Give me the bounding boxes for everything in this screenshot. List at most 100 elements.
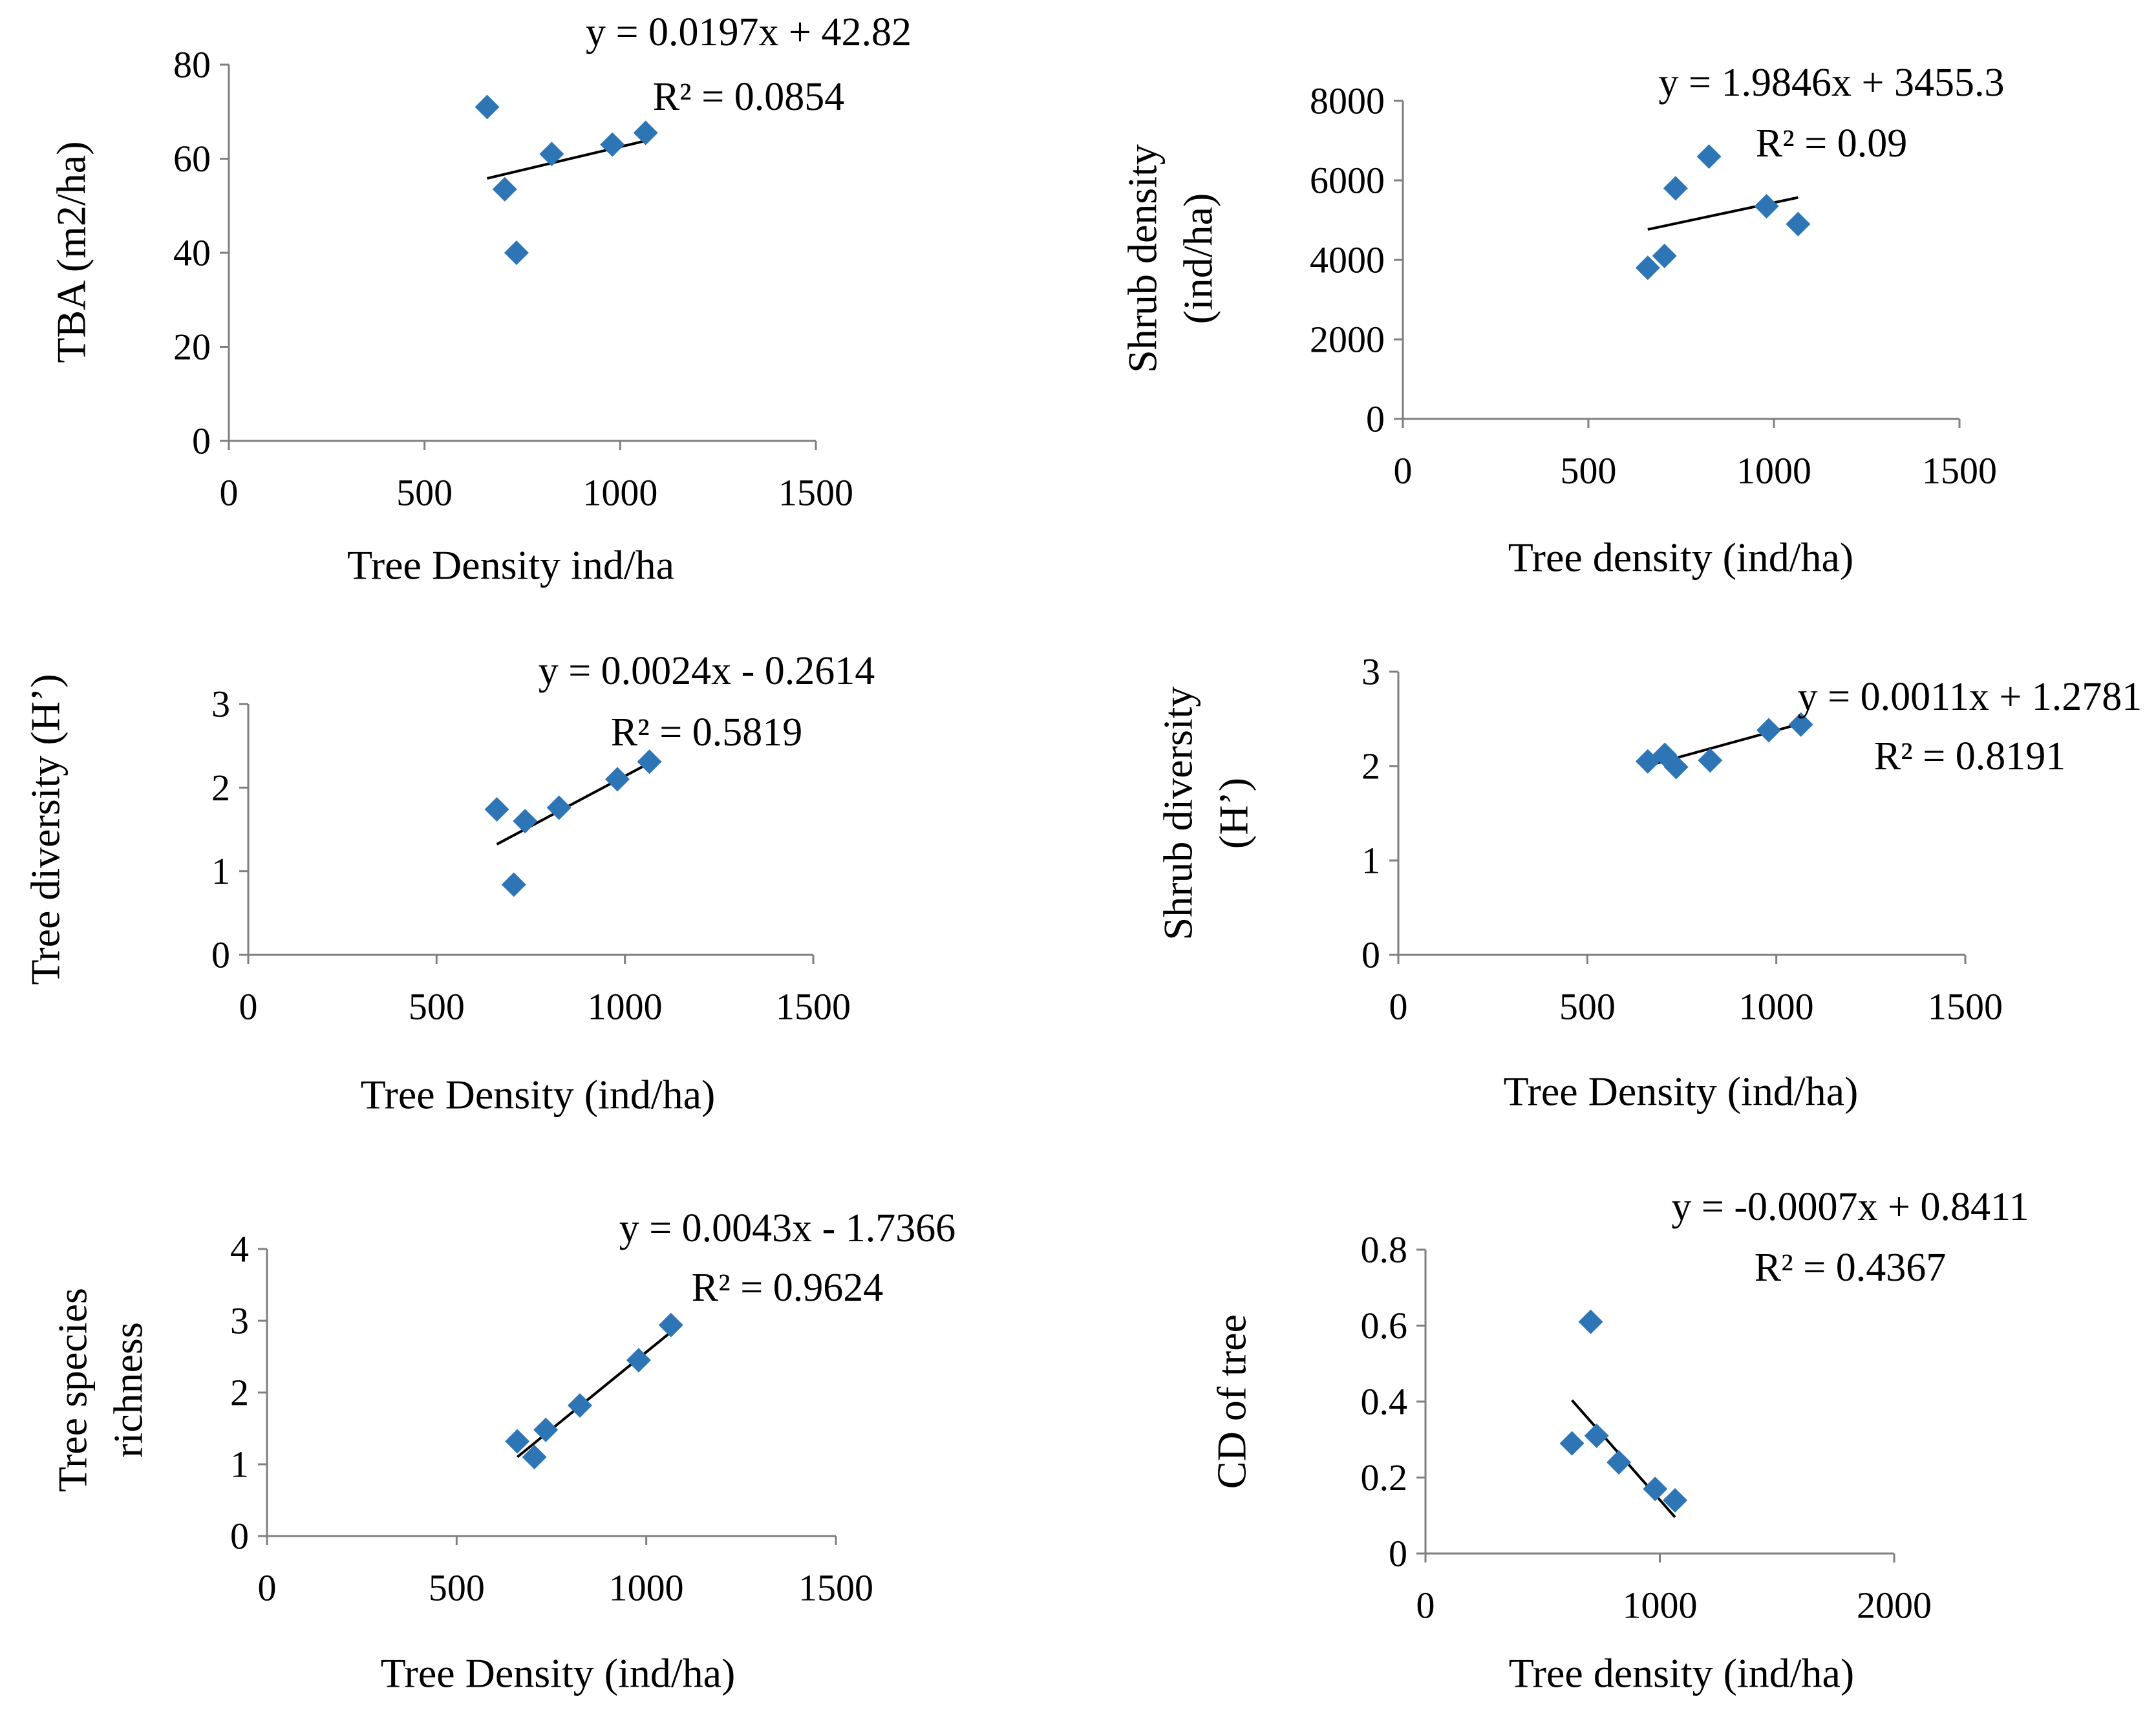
x-tick-label: 1000 (1736, 450, 1811, 492)
data-point (605, 767, 630, 792)
y-tick-label: 1 (230, 1444, 249, 1486)
y-tick-label: 0 (230, 1515, 249, 1557)
y-axis-title: CD of tree (1209, 1314, 1255, 1489)
y-tick-label: 2 (230, 1372, 249, 1414)
data-point (633, 120, 658, 145)
x-axis-title: Tree density (ind/ha) (1509, 1650, 1854, 1696)
y-axis-title: (H’) (1211, 778, 1257, 849)
x-axis-title: Tree Density (ind/ha) (1504, 1069, 1859, 1115)
y-axis-title: richness (105, 1322, 151, 1458)
r-squared-label: R² = 0.8191 (1874, 734, 2065, 778)
x-tick-label: 1000 (609, 1567, 684, 1609)
trendline-equation: y = 0.0043x ‐ 1.7366 (619, 1206, 956, 1250)
y-tick-label: 4000 (1310, 239, 1385, 281)
scatter-panel-5: 0 1 2 3 4 0 500 1000 1500 Tree Density (ind/ha) Tr… (50, 1206, 956, 1696)
y-tick-label: 3 (1361, 651, 1380, 693)
data-point (1643, 1477, 1668, 1502)
data-point (522, 1444, 547, 1469)
y-tick-label: 4 (230, 1228, 249, 1270)
x-tick-label: 1500 (1928, 986, 2003, 1028)
x-axis-title: Tree density (ind/ha) (1508, 535, 1853, 581)
x-tick-label: 1500 (776, 986, 851, 1028)
data-point (1559, 1431, 1585, 1456)
scatter-panel-4: 0 1 2 3 0 500 1000 1500 Tree Density (ind/ha) Shr… (1155, 651, 2142, 1115)
scatter-panel-1: 0 20 40 60 80 0 500 1000 1500 Tree Density ind/ha… (48, 10, 912, 588)
y-tick-label: 2 (211, 767, 230, 809)
y-tick-label: 0.6 (1361, 1305, 1408, 1347)
y-tick-label: 2000 (1310, 319, 1385, 361)
trendline-equation: y = 0.0197x + 42.82 (586, 10, 912, 54)
r-squared-label: R² = 0.09 (1756, 122, 1907, 165)
trendline-equation: y = -0.0007x + 0.8411 (1671, 1185, 2029, 1229)
data-point (546, 795, 571, 820)
x-tick-label: 500 (396, 472, 453, 514)
trendline (496, 762, 650, 846)
y-axis-title: Shrub density (1120, 144, 1166, 373)
y-axis-title: Tree species (50, 1288, 96, 1492)
data-point (1786, 211, 1811, 237)
data-point (539, 142, 564, 167)
x-tick-label: 500 (1561, 450, 1617, 492)
data-point (513, 809, 538, 834)
data-point (1754, 193, 1779, 219)
scatter-panel-2: 0 2000 4000 6000 8000 0 500 1000 1500 Tree densit… (1120, 61, 2005, 581)
r-squared-label: R² = 0.4367 (1755, 1246, 1946, 1290)
trendline-equation: y = 1.9846x + 3455.3 (1659, 61, 2005, 105)
y-tick-label: 0.8 (1361, 1229, 1408, 1271)
y-tick-label: 3 (211, 683, 230, 725)
x-tick-label: 1000 (588, 986, 663, 1028)
y-axis-title: (ind/ha) (1175, 193, 1221, 325)
data-point (1584, 1423, 1609, 1448)
y-tick-label: 0 (1366, 398, 1385, 440)
y-tick-label: 0 (1389, 1533, 1407, 1575)
data-point (568, 1393, 592, 1418)
y-axis-title: Shrub diversity (1155, 687, 1201, 941)
data-point (626, 1348, 651, 1373)
y-tick-label: 6000 (1310, 160, 1385, 202)
data-point (658, 1312, 683, 1338)
y-tick-label: 0.4 (1361, 1381, 1408, 1423)
x-tick-label: 1500 (778, 472, 853, 514)
data-point (475, 94, 500, 120)
y-tick-label: 1 (211, 850, 230, 892)
r-squared-label: R² = 0.9624 (692, 1266, 883, 1310)
data-point (637, 749, 662, 774)
x-tick-label: 500 (1559, 986, 1616, 1028)
y-tick-label: 0 (192, 420, 211, 462)
y-axis-title: TBA (m2/ha) (48, 141, 94, 363)
data-point (1606, 1450, 1632, 1475)
x-tick-label: 0 (1389, 986, 1408, 1028)
data-point (600, 132, 625, 157)
data-point (504, 240, 529, 265)
y-tick-label: 0 (1361, 934, 1380, 976)
x-axis-title: Tree Density ind/ha (347, 542, 674, 588)
data-point (1696, 144, 1722, 169)
x-tick-label: 1500 (1922, 450, 1997, 492)
y-tick-label: 3 (230, 1300, 249, 1342)
data-point (501, 872, 526, 897)
x-tick-label: 1500 (798, 1567, 873, 1609)
y-tick-label: 0 (211, 934, 230, 976)
y-tick-label: 8000 (1310, 80, 1385, 122)
x-tick-label: 0 (1394, 450, 1413, 492)
data-point (492, 176, 517, 202)
y-tick-label: 60 (173, 138, 211, 180)
x-tick-label: 0 (258, 1567, 277, 1609)
data-point (1663, 1488, 1688, 1513)
y-tick-label: 2 (1361, 745, 1380, 787)
data-point (1663, 754, 1689, 780)
data-point (505, 1429, 530, 1454)
x-tick-label: 1000 (1739, 986, 1814, 1028)
r-squared-label: R² = 0.5819 (611, 710, 802, 754)
x-axis-title: Tree Density (ind/ha) (361, 1072, 716, 1118)
data-point (1756, 718, 1781, 743)
trendline-equation: y = 0.0024x ‐ 0.2614 (539, 649, 875, 693)
y-tick-label: 80 (173, 44, 211, 86)
y-tick-label: 1 (1361, 840, 1380, 882)
y-tick-label: 0.2 (1361, 1457, 1408, 1499)
data-point (1652, 243, 1677, 268)
x-tick-label: 1000 (582, 472, 657, 514)
trendline (516, 1330, 672, 1458)
